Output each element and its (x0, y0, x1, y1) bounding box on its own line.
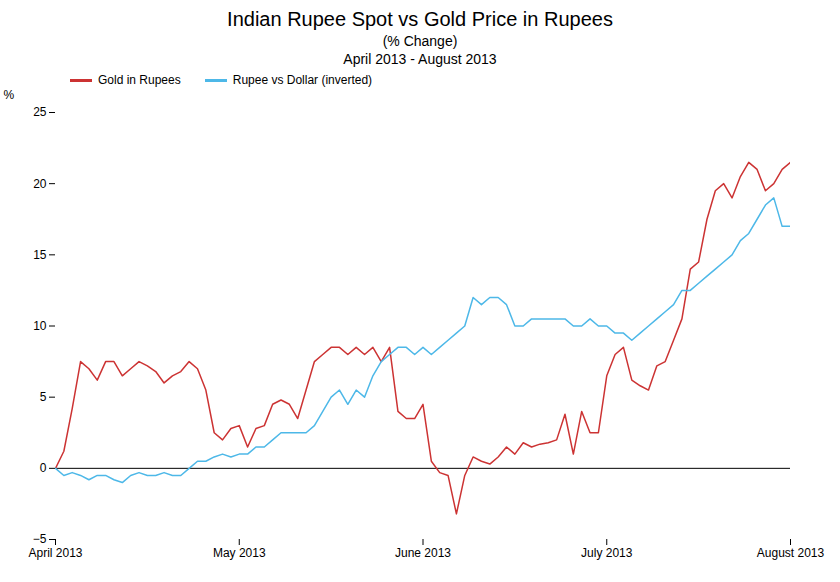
svg-text:20: 20 (33, 177, 47, 191)
svg-text:−5: −5 (33, 532, 47, 546)
svg-text:May 2013: May 2013 (213, 546, 266, 560)
html-text:Rupee vs Dollar (inverted): Rupee vs Dollar (inverted) (232, 73, 373, 87)
svg-text:June 2013: June 2013 (395, 546, 451, 560)
svg-text:10: 10 (33, 319, 47, 333)
svg-text:0: 0 (40, 461, 47, 475)
svg-text:July 2013: July 2013 (581, 546, 633, 560)
svg-text:August 2013: August 2013 (757, 546, 825, 560)
svg-text:%: % (4, 88, 15, 102)
svg-text:5: 5 (40, 390, 47, 404)
svg-text:25: 25 (33, 105, 47, 119)
svg-text:April 2013: April 2013 (28, 546, 82, 560)
html-text:Indian Rupee Spot vs Gold Pric: Indian Rupee Spot vs Gold Price in Rupee… (227, 8, 613, 30)
html-text:Gold in Rupees: Gold in Rupees (98, 73, 181, 87)
svg-text:15: 15 (33, 248, 47, 262)
html-text:(% Change): (% Change) (382, 33, 458, 49)
html-text:April 2013 - August 2013: April 2013 - August 2013 (343, 51, 497, 67)
